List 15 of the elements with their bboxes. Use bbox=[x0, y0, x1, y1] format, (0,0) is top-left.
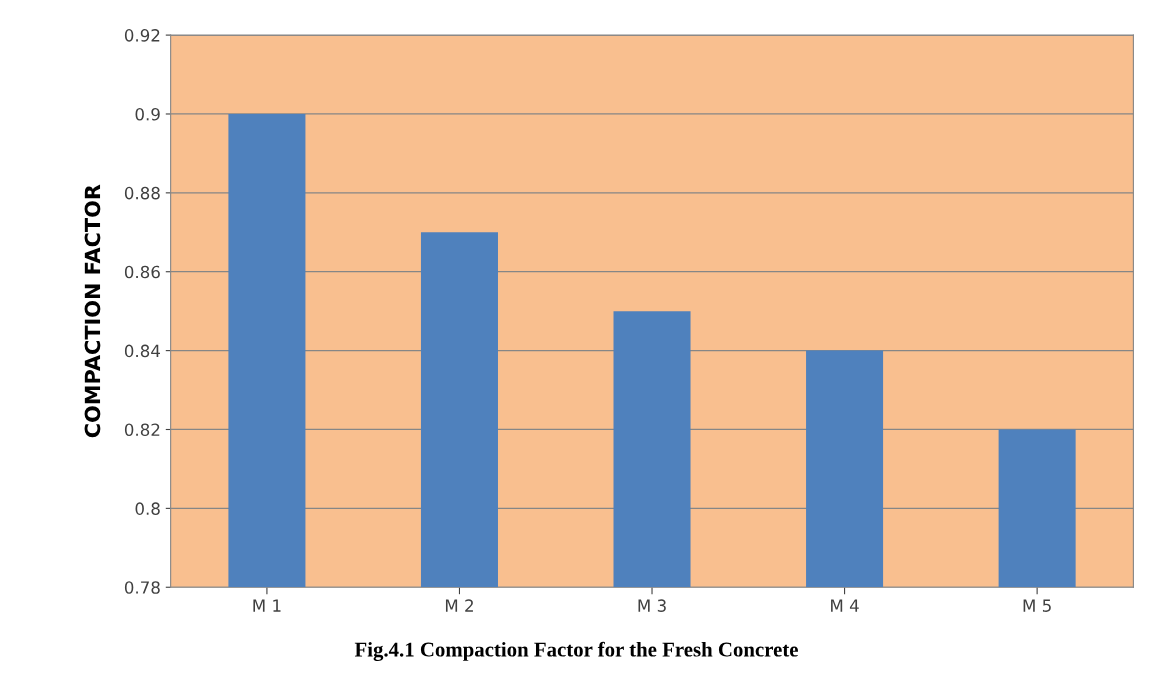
y-tick-label: 0.82 bbox=[124, 423, 160, 437]
y-tick-label: 0.8 bbox=[135, 502, 160, 515]
y-tick-label: 0.86 bbox=[124, 265, 160, 279]
x-tick-label: M 3 bbox=[638, 599, 666, 612]
x-tick-label: M 5 bbox=[1023, 599, 1051, 612]
y-tick-label: 0.88 bbox=[124, 186, 160, 200]
y-tick-label: 0.9 bbox=[135, 107, 160, 121]
y-axis-title: COMPACTION FACTOR bbox=[84, 184, 101, 438]
x-tick-label: M 1 bbox=[253, 599, 281, 612]
x-tick-label: M 4 bbox=[831, 599, 859, 612]
caption: Fig.4.1 Compaction Factor for the Fresh Concrete bbox=[354, 641, 798, 662]
y-tick-label: 0.92 bbox=[124, 29, 160, 42]
y-tick-label: 0.78 bbox=[124, 581, 160, 594]
x-tick-label: M 2 bbox=[445, 599, 473, 612]
y-tick-label: 0.84 bbox=[124, 344, 160, 358]
